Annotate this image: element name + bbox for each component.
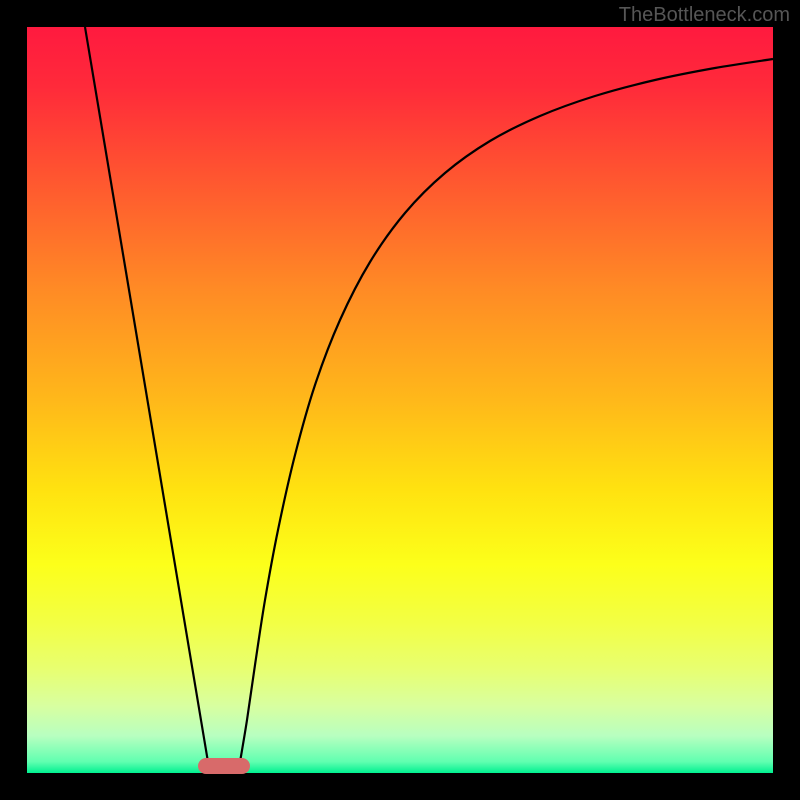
chart-plot-area	[27, 27, 773, 773]
chart-container: TheBottleneck.com	[0, 0, 800, 800]
valley-marker	[198, 758, 250, 774]
bottleneck-chart	[0, 0, 800, 800]
watermark-text: TheBottleneck.com	[619, 4, 790, 27]
